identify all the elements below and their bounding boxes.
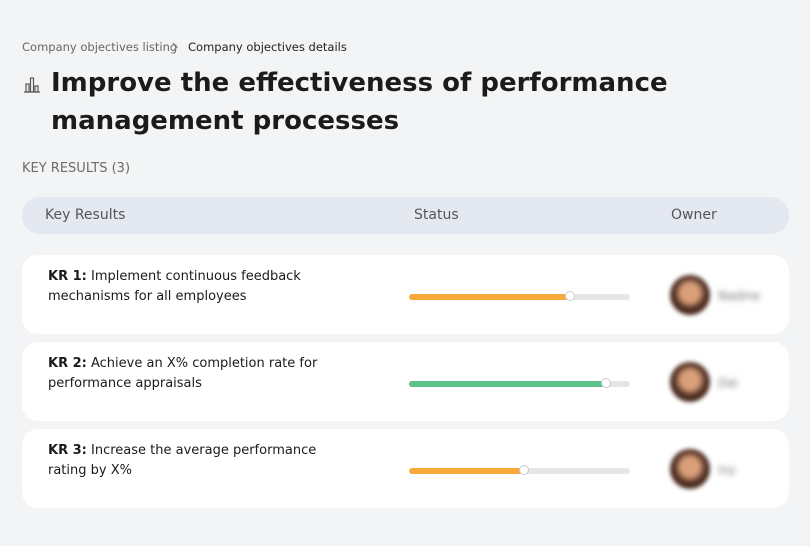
column-header: Status bbox=[414, 207, 459, 223]
objective-icon bbox=[24, 77, 40, 93]
breadcrumb-current: Company objectives details bbox=[188, 40, 347, 54]
progress-fill bbox=[409, 381, 606, 387]
progress-fill bbox=[409, 468, 524, 474]
key-result-text: KR 1: Implement continuous feedback mech… bbox=[48, 267, 348, 307]
key-result-label: KR 1: bbox=[48, 269, 87, 284]
breadcrumb-separator bbox=[172, 42, 178, 52]
progress-track bbox=[409, 291, 630, 301]
owner-avatar bbox=[670, 449, 710, 489]
key-result-text: KR 3: Increase the average performance r… bbox=[48, 441, 348, 481]
owner-name: Nadine bbox=[718, 289, 761, 303]
page-title: Improve the effectiveness of performance… bbox=[51, 68, 668, 136]
owner-avatar bbox=[670, 275, 710, 315]
progress-track bbox=[409, 378, 630, 388]
column-header: Key Results bbox=[45, 207, 126, 223]
section-label: KEY RESULTS (3) bbox=[22, 161, 131, 176]
key-result-description: Increase the average performance rating … bbox=[48, 443, 317, 478]
key-result-text: KR 2: Achieve an X% completion rate for … bbox=[48, 354, 348, 394]
key-result-description: Achieve an X% completion rate for perfor… bbox=[48, 356, 318, 391]
owner-avatar bbox=[670, 362, 710, 402]
key-result-label: KR 2: bbox=[48, 356, 87, 371]
key-result-description: Implement continuous feedback mechanisms… bbox=[48, 269, 301, 304]
progress-knob bbox=[565, 291, 576, 301]
owner-name: Dai bbox=[718, 376, 738, 390]
progress-track bbox=[409, 465, 630, 475]
key-result-card[interactable]: KR 3: Increase the average performance r… bbox=[22, 429, 789, 508]
progress-fill bbox=[409, 294, 571, 300]
breadcrumb-link[interactable]: Company objectives listing bbox=[22, 40, 178, 54]
owner-name: Ivy bbox=[718, 463, 736, 477]
key-result-label: KR 3: bbox=[48, 443, 87, 458]
key-result-card[interactable]: KR 2: Achieve an X% completion rate for … bbox=[22, 342, 789, 421]
progress-knob bbox=[518, 465, 529, 475]
progress-knob bbox=[600, 378, 611, 388]
key-result-card[interactable]: KR 1: Implement continuous feedback mech… bbox=[22, 255, 789, 334]
column-header: Owner bbox=[671, 207, 717, 223]
table-header: Key Results Status Owner bbox=[22, 197, 789, 234]
